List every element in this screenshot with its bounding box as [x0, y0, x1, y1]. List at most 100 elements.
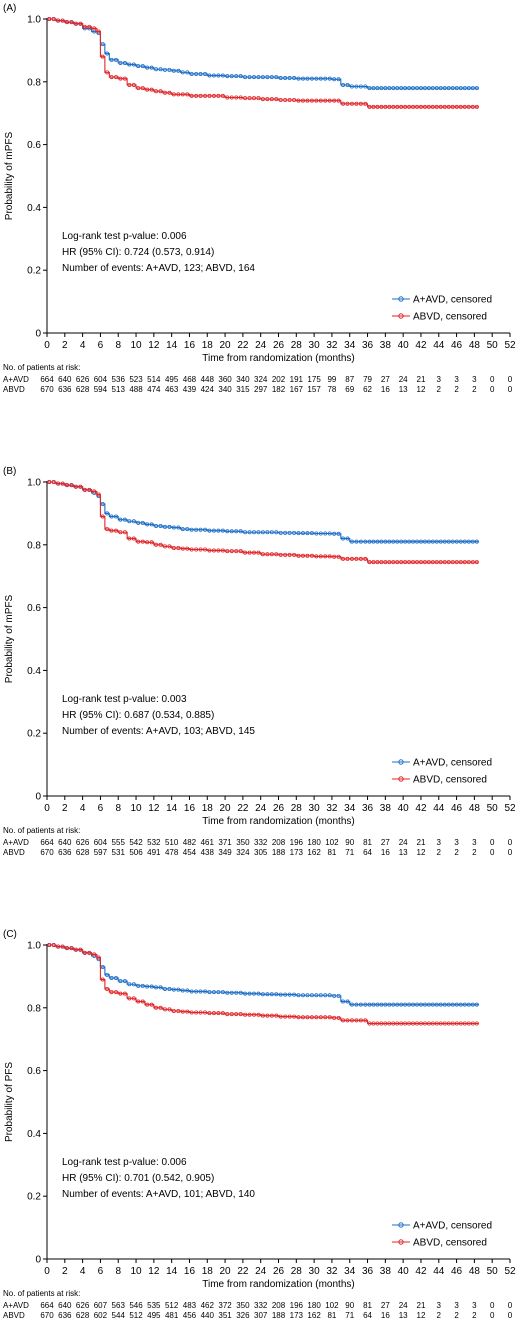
risk-count: 670	[40, 1311, 54, 1320]
x-tick-label: 38	[380, 803, 392, 814]
risk-count: 21	[417, 838, 426, 847]
x-tick-label: 24	[255, 340, 267, 351]
y-tick-label: 0.6	[27, 140, 41, 151]
risk-count: 27	[381, 838, 390, 847]
risk-count: 3	[472, 838, 477, 847]
y-tick-label: 0.8	[27, 77, 41, 88]
risk-count: 13	[399, 385, 408, 394]
risk-count: 440	[201, 1311, 215, 1320]
risk-count: 21	[417, 1301, 426, 1310]
risk-count: 180	[307, 838, 321, 847]
risk-count: 324	[254, 375, 268, 384]
risk-count: 16	[381, 385, 390, 394]
risk-count: 13	[399, 848, 408, 857]
x-tick-label: 18	[202, 803, 214, 814]
x-tick-label: 44	[433, 1266, 445, 1277]
x-tick-label: 16	[184, 1266, 196, 1277]
risk-count: 0	[508, 375, 513, 384]
risk-count: 2	[472, 385, 477, 394]
risk-count: 454	[183, 848, 197, 857]
x-tick-label: 34	[344, 1266, 356, 1277]
risk-count: 173	[290, 848, 304, 857]
risk-count: 0	[508, 848, 513, 857]
risk-count: 495	[147, 1311, 161, 1320]
risk-count: 196	[290, 838, 304, 847]
x-tick-label: 40	[398, 340, 410, 351]
risk-row-label: ABVD	[3, 1311, 25, 1320]
stats-annotation: Number of events: A+AVD, 101; ABVD, 140	[62, 1189, 255, 1200]
stats-annotation: Log-rank test p-value: 0.006	[62, 1157, 187, 1168]
risk-count: 71	[345, 848, 354, 857]
risk-count: 636	[58, 1311, 72, 1320]
risk-count: 167	[290, 385, 304, 394]
x-tick-label: 10	[130, 803, 142, 814]
risk-count: 636	[58, 385, 72, 394]
risk-count: 478	[165, 848, 179, 857]
risk-count: 24	[399, 375, 408, 384]
risk-count: 340	[218, 385, 232, 394]
risk-count: 188	[272, 848, 286, 857]
risk-table-header: No. of patients at risk:	[3, 363, 80, 372]
risk-count: 474	[147, 385, 161, 394]
risk-count: 491	[147, 848, 161, 857]
risk-count: 626	[76, 838, 90, 847]
x-axis-title: Time from randomization (months)	[202, 353, 354, 364]
y-tick-label: 1.0	[27, 15, 41, 26]
risk-count: 326	[236, 1311, 250, 1320]
censor-marks-a-avd	[48, 943, 479, 1006]
x-tick-label: 50	[487, 1266, 499, 1277]
risk-count: 628	[76, 1311, 90, 1320]
x-tick-label: 20	[220, 803, 232, 814]
risk-count: 2	[454, 385, 459, 394]
x-tick-label: 48	[469, 1266, 481, 1277]
risk-count: 12	[417, 385, 426, 394]
legend-label: A+AVD, censored	[413, 1221, 492, 1232]
risk-count: 468	[183, 375, 197, 384]
risk-count: 602	[94, 1311, 108, 1320]
risk-count: 0	[490, 838, 495, 847]
x-tick-label: 4	[80, 803, 86, 814]
risk-count: 2	[472, 1311, 477, 1320]
risk-count: 3	[472, 1301, 477, 1310]
risk-count: 208	[272, 838, 286, 847]
x-tick-label: 26	[273, 340, 285, 351]
risk-count: 315	[236, 385, 250, 394]
y-axis-title: Probability of mPFS	[4, 594, 15, 683]
risk-count: 670	[40, 385, 54, 394]
risk-count: 664	[40, 1301, 54, 1310]
y-tick-label: 0	[35, 1255, 41, 1266]
risk-row-label: A+AVD	[3, 838, 29, 847]
risk-count: 24	[399, 838, 408, 847]
risk-count: 640	[58, 838, 72, 847]
risk-count: 438	[201, 848, 215, 857]
stats-annotation: Log-rank test p-value: 0.006	[62, 231, 187, 242]
x-tick-label: 28	[291, 803, 303, 814]
risk-count: 157	[307, 385, 321, 394]
risk-count: 307	[254, 1311, 268, 1320]
x-tick-label: 18	[202, 340, 214, 351]
risk-count: 191	[290, 375, 304, 384]
x-tick-label: 12	[148, 1266, 160, 1277]
risk-count: 535	[147, 1301, 161, 1310]
risk-count: 0	[490, 1311, 495, 1320]
censor-marks-abvd	[48, 480, 479, 563]
x-tick-label: 22	[237, 1266, 249, 1277]
x-tick-label: 24	[255, 1266, 267, 1277]
risk-count: 0	[508, 1301, 513, 1310]
x-tick-label: 22	[237, 803, 249, 814]
legend-label: ABVD, censored	[413, 775, 487, 786]
risk-count: 424	[201, 385, 215, 394]
risk-count: 512	[129, 1311, 143, 1320]
risk-count: 360	[218, 375, 232, 384]
risk-count: 81	[327, 1311, 336, 1320]
stats-annotation: HR (95% CI): 0.701 (0.542, 0.905)	[62, 1173, 214, 1184]
x-tick-label: 46	[451, 803, 463, 814]
risk-count: 523	[129, 375, 143, 384]
legend-label: A+AVD, censored	[413, 295, 492, 306]
x-tick-label: 0	[44, 803, 50, 814]
risk-count: 495	[165, 375, 179, 384]
risk-count: 324	[236, 848, 250, 857]
risk-table-header: No. of patients at risk:	[3, 1289, 80, 1298]
